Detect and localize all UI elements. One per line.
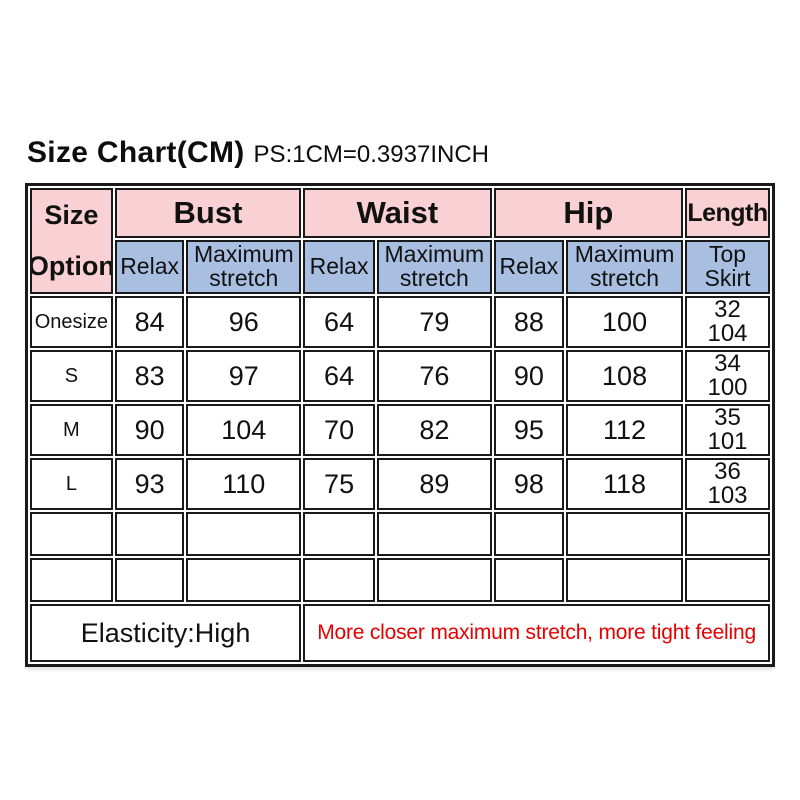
cell-waist-max-stretch: 76: [377, 350, 492, 402]
empty-cell: [303, 558, 375, 602]
empty-cell: [303, 512, 375, 556]
page-title: Size Chart(CM) PS:1CM=0.3937INCH: [27, 136, 489, 170]
cell-waist-max-stretch: 79: [377, 296, 492, 348]
header-size-line: Size: [44, 200, 99, 230]
size-option-lines: Size Option: [32, 190, 111, 292]
empty-cell: [685, 512, 770, 556]
length-top-value: 34: [714, 350, 741, 377]
empty-cell: [493, 512, 565, 556]
header-row-subs: Relax Maximum stretch Relax Maximum stre…: [30, 240, 770, 294]
header-bust-max-stretch: Maximum stretch: [186, 240, 302, 294]
empty-cell: [685, 558, 770, 602]
header-hip-relax: Relax: [493, 240, 565, 294]
cell-length: 36 103: [685, 458, 770, 510]
header-length: Length: [685, 188, 770, 238]
cell-hip-relax: 98: [493, 458, 565, 510]
footer-row: Elasticity:High More closer maximum stre…: [30, 604, 770, 662]
length-top-value: 32: [714, 296, 741, 323]
cell-length: 34 100: [685, 350, 770, 402]
length-skirt-value: 104: [707, 320, 748, 347]
header-waist-relax: Relax: [303, 240, 375, 294]
cell-waist-relax: 64: [303, 296, 375, 348]
size-row-l: L 93 110 75 89 98 118 36 103: [30, 458, 770, 510]
cell-waist-max-stretch: 82: [377, 404, 492, 456]
empty-row: [30, 558, 770, 602]
cell-length: 32 104: [685, 296, 770, 348]
cell-hip-max-stretch: 108: [566, 350, 683, 402]
header-bust-relax: Relax: [114, 240, 185, 294]
cell-waist-max-stretch: 89: [377, 458, 492, 510]
cell-hip-relax: 90: [493, 350, 565, 402]
length-top-value: 36: [714, 458, 741, 485]
cell-bust-relax: 93: [114, 458, 185, 510]
empty-cell: [186, 558, 302, 602]
cell-hip-max-stretch: 112: [566, 404, 683, 456]
cell-hip-relax: 88: [493, 296, 565, 348]
cell-waist-relax: 70: [303, 404, 375, 456]
cell-size-label: Onesize: [30, 296, 113, 348]
header-hip: Hip: [493, 188, 683, 238]
cell-waist-relax: 64: [303, 350, 375, 402]
cell-bust-relax: 90: [114, 404, 185, 456]
empty-row: [30, 512, 770, 556]
header-size-option: Size Option: [30, 188, 113, 294]
header-row-groups: Size Option Bust Waist Hip Length: [30, 188, 770, 294]
empty-cell: [30, 512, 113, 556]
length-skirt-value: 100: [707, 374, 748, 401]
cell-hip-max-stretch: 100: [566, 296, 683, 348]
empty-cell: [493, 558, 565, 602]
size-chart-table: Size Option Bust Waist Hip Length Relax …: [25, 183, 775, 667]
length-skirt-value: 103: [707, 482, 748, 509]
cell-hip-max-stretch: 118: [566, 458, 683, 510]
length-top-value: 35: [714, 404, 741, 431]
size-row-m: M 90 104 70 82 95 112 35 101: [30, 404, 770, 456]
elasticity-label: Elasticity:High: [30, 604, 302, 662]
length-skirt-value: 101: [707, 428, 748, 455]
header-option-line: Option: [30, 251, 113, 281]
title-note: PS:1CM=0.3937INCH: [253, 141, 489, 168]
empty-cell: [377, 558, 492, 602]
size-row-onesize: Onesize 84 96 64 79 88 100 32 104: [30, 296, 770, 348]
cell-bust-relax: 84: [114, 296, 185, 348]
cell-size-label: S: [30, 350, 113, 402]
cell-bust-max-stretch: 110: [186, 458, 302, 510]
cell-size-label: M: [30, 404, 113, 456]
empty-cell: [186, 512, 302, 556]
header-waist-max-stretch: Maximum stretch: [377, 240, 492, 294]
cell-length: 35 101: [685, 404, 770, 456]
cell-bust-relax: 83: [114, 350, 185, 402]
title-text: Size Chart(CM): [27, 136, 245, 169]
cell-hip-relax: 95: [493, 404, 565, 456]
empty-cell: [566, 558, 683, 602]
size-row-s: S 83 97 64 76 90 108 34 100: [30, 350, 770, 402]
header-hip-max-stretch: Maximum stretch: [566, 240, 683, 294]
cell-bust-max-stretch: 104: [186, 404, 302, 456]
empty-cell: [114, 512, 185, 556]
header-length-top-skirt: Top Skirt: [685, 240, 770, 294]
empty-cell: [30, 558, 113, 602]
header-bust: Bust: [114, 188, 302, 238]
empty-cell: [566, 512, 683, 556]
cell-bust-max-stretch: 97: [186, 350, 302, 402]
cell-bust-max-stretch: 96: [186, 296, 302, 348]
empty-cell: [114, 558, 185, 602]
empty-cell: [377, 512, 492, 556]
stretch-note: More closer maximum stretch, more tight …: [303, 604, 770, 662]
header-waist: Waist: [303, 188, 492, 238]
cell-waist-relax: 75: [303, 458, 375, 510]
cell-size-label: L: [30, 458, 113, 510]
